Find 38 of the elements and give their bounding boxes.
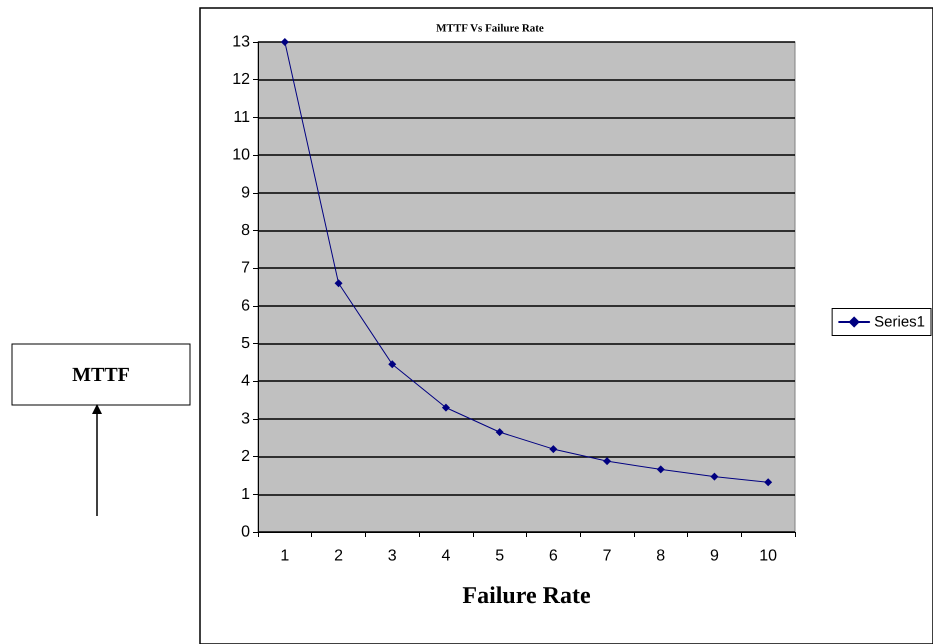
x-tick-label: 10 <box>759 548 778 564</box>
legend-label: Series1 <box>874 314 925 330</box>
y-tick-label: 10 <box>232 146 250 164</box>
point <box>656 465 665 474</box>
point <box>710 472 718 481</box>
text: MTTF <box>72 364 130 386</box>
y-tick-label: 7 <box>241 260 250 277</box>
y-tick-label: 11 <box>233 108 250 126</box>
x-tick-label: 4 <box>441 548 450 564</box>
y-tick-label: 8 <box>241 222 250 239</box>
y-tick-label: 3 <box>241 410 250 428</box>
point <box>388 360 396 368</box>
x-tick-label: 2 <box>334 548 344 564</box>
y-tick-label: 6 <box>241 297 250 314</box>
x-tick-label: 7 <box>602 548 612 564</box>
x-tick-label: 3 <box>388 548 397 564</box>
x-axis-title: Failure Rate <box>462 583 591 609</box>
y-tick-label: 12 <box>232 71 250 88</box>
y-tick-label: 2 <box>241 448 250 466</box>
point <box>334 279 343 288</box>
x-tick-label: 9 <box>710 548 719 564</box>
y-tick-label: 13 <box>232 34 250 50</box>
x-tick-label: 6 <box>548 548 558 564</box>
y-tick-label: 1 <box>241 486 250 503</box>
x-tick-label: 5 <box>495 548 504 564</box>
y-tick-label: 5 <box>241 335 250 352</box>
point <box>280 38 289 46</box>
point <box>603 457 612 466</box>
point <box>442 404 450 412</box>
y-tick-label: 9 <box>241 184 250 202</box>
point <box>764 478 772 486</box>
y-tick-label: 4 <box>241 372 250 390</box>
y-tick-label: 0 <box>241 524 250 540</box>
point <box>549 445 558 454</box>
x-tick-label: 1 <box>280 548 290 564</box>
x-tick-label: 8 <box>656 548 666 564</box>
point <box>496 428 504 436</box>
chart-title: MTTF Vs Failure Rate <box>436 22 544 34</box>
